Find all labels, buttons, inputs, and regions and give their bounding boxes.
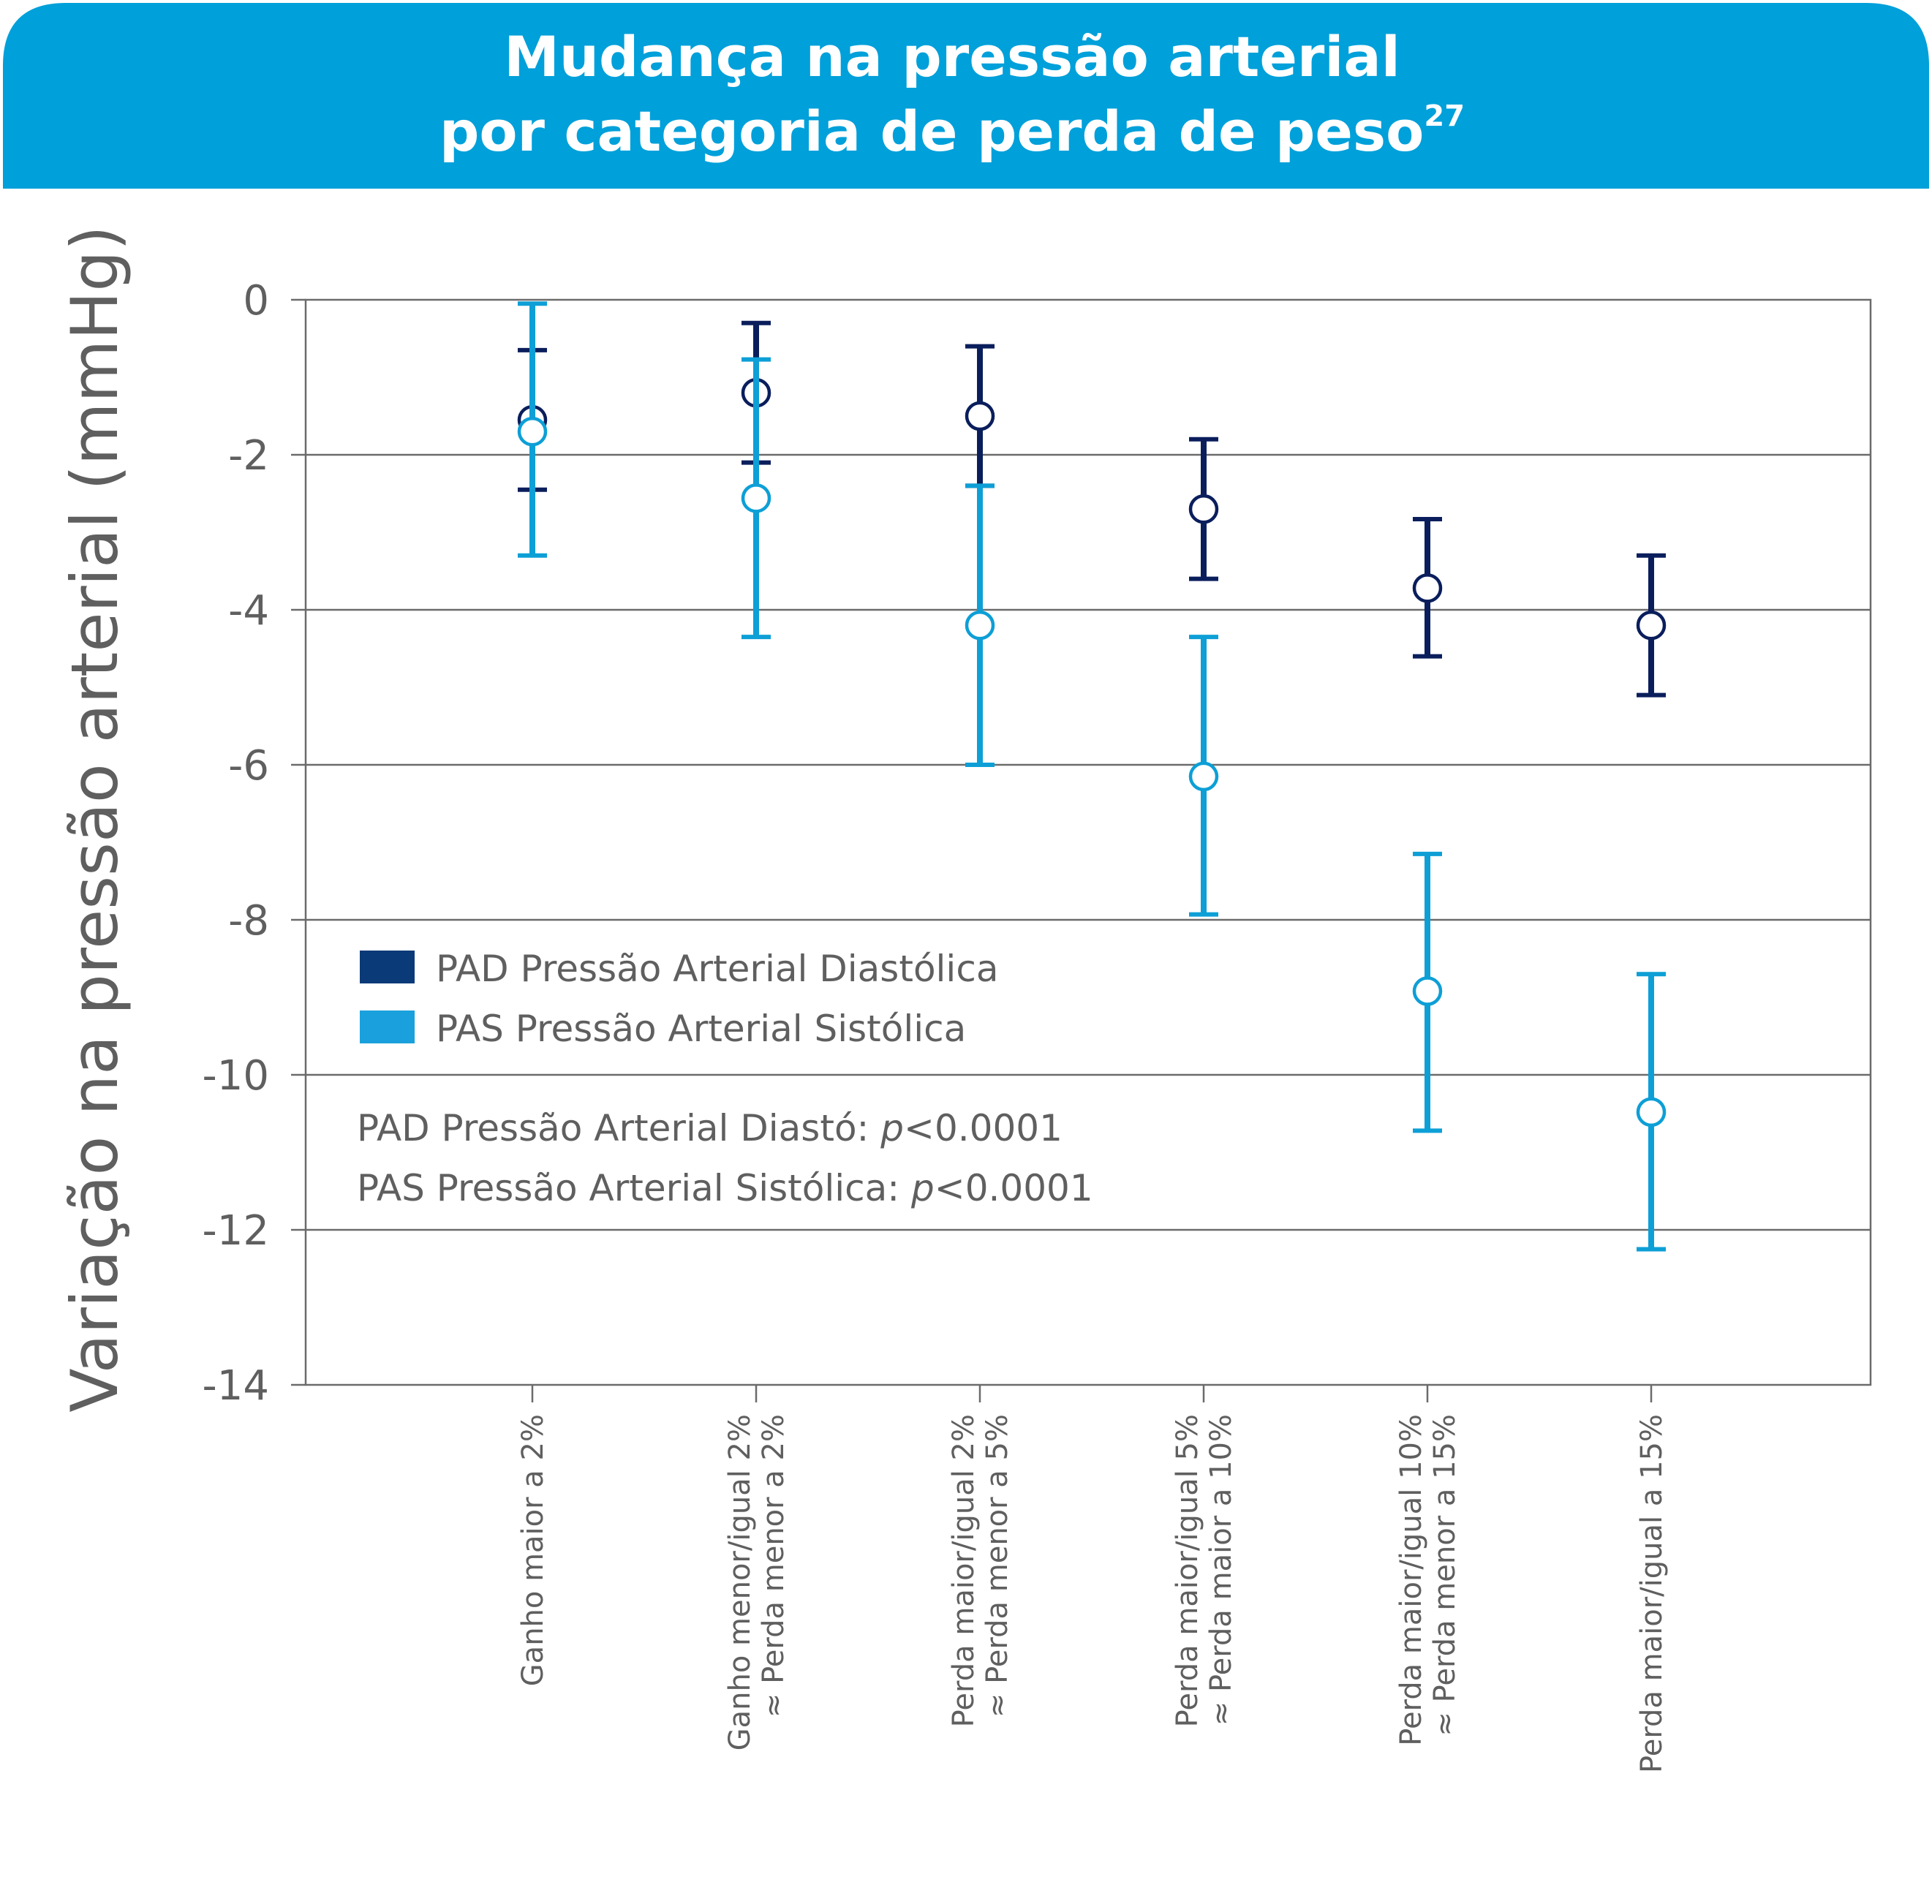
chart-title-line2: por categoria de perda de peso27 [439,99,1465,164]
data-series [517,301,1667,1252]
annotation-pas: PAS Pressão Arterial Sistólica: p<0.0001 [357,1167,1093,1209]
series-pas [517,301,1667,1252]
legend-swatch-pad [360,951,415,983]
data-point-pas [1188,761,1219,792]
annotation-pas-p: p [910,1167,935,1209]
y-tick-label: -14 [203,1362,269,1410]
annotation-pad-prefix: PAD Pressão Arterial Diastó: [357,1107,880,1149]
legend-swatch-pas [360,1010,415,1043]
x-tick-label: ≈ Perda maior a 10% [1204,1414,1238,1726]
legend-label-pas: PAS Pressão Arterial Sistólica [436,1008,966,1050]
x-tick-label: Perda maior/igual 2% [947,1414,981,1727]
x-tick-label: Perda maior/igual a 15% [1635,1414,1669,1773]
x-tick-label: ≈ Perda menor a 15% [1428,1414,1462,1737]
plot-area-border [304,298,1872,1386]
x-tick-label: Perda maior/igual 5% [1171,1414,1204,1727]
annotation-pad: PAD Pressão Arterial Diastó: p<0.0001 [357,1107,1063,1149]
x-tick-label: Perda maior/igual 10% [1395,1414,1428,1746]
data-point-pad [1636,610,1667,641]
x-tick-label: ≈ Perda menor a 5% [981,1414,1014,1718]
data-point-pas [1636,1097,1667,1127]
x-tick-labels: Ganho maior a 2% Ganho menor/igual 2% ≈ Pe… [516,1385,1669,1773]
chart-title-line1: Mudança na pressão arterial [504,24,1400,89]
y-tick-label: 0 [243,277,269,325]
x-tick-label: ≈ Perda menor a 2% [757,1414,790,1718]
plot-frame [304,298,1872,1386]
y-tick-label: -2 [228,432,269,480]
annotation-pas-value: <0.0001 [935,1167,1093,1209]
title-banner [3,3,1929,189]
title-superscript: 27 [1424,99,1465,133]
data-point-pas [741,483,771,513]
data-point-pad [1412,573,1443,603]
y-tick-label: -10 [203,1052,269,1100]
chart-title-line2-text: por categoria de perda de peso [439,99,1424,164]
y-tick-label: -4 [228,587,269,635]
y-tick-label: -6 [228,742,269,790]
x-tick-label: Ganho menor/igual 2% [723,1414,757,1750]
data-point-pas [1412,976,1443,1006]
annotation-pas-prefix: PAS Pressão Arterial Sistólica: [357,1167,911,1209]
data-point-pas [517,416,548,447]
y-tick-labels: 0 -2 -4 -6 -8 -10 -12 -14 [203,277,269,1410]
data-point-pad [1188,494,1219,524]
series-pad [517,320,1667,698]
y-tick-label: -8 [228,897,269,945]
annotation-pad-value: <0.0001 [904,1107,1063,1149]
y-axis-label: Variação na pressão arterial (mmHg) [57,225,132,1412]
grid-layer [291,298,1871,1386]
data-point-pad [965,401,995,431]
significance-notes: PAD Pressão Arterial Diastó: p<0.0001 PA… [357,1107,1093,1209]
annotation-pad-p: p [880,1107,904,1149]
x-tick-label: Ganho maior a 2% [516,1414,550,1686]
y-tick-label: -12 [203,1207,269,1255]
legend-label-pad: PAD Pressão Arterial Diastólica [436,948,998,990]
legend: PAD Pressão Arterial Diastólica PAS Pres… [360,948,998,1050]
data-point-pas [965,610,995,641]
